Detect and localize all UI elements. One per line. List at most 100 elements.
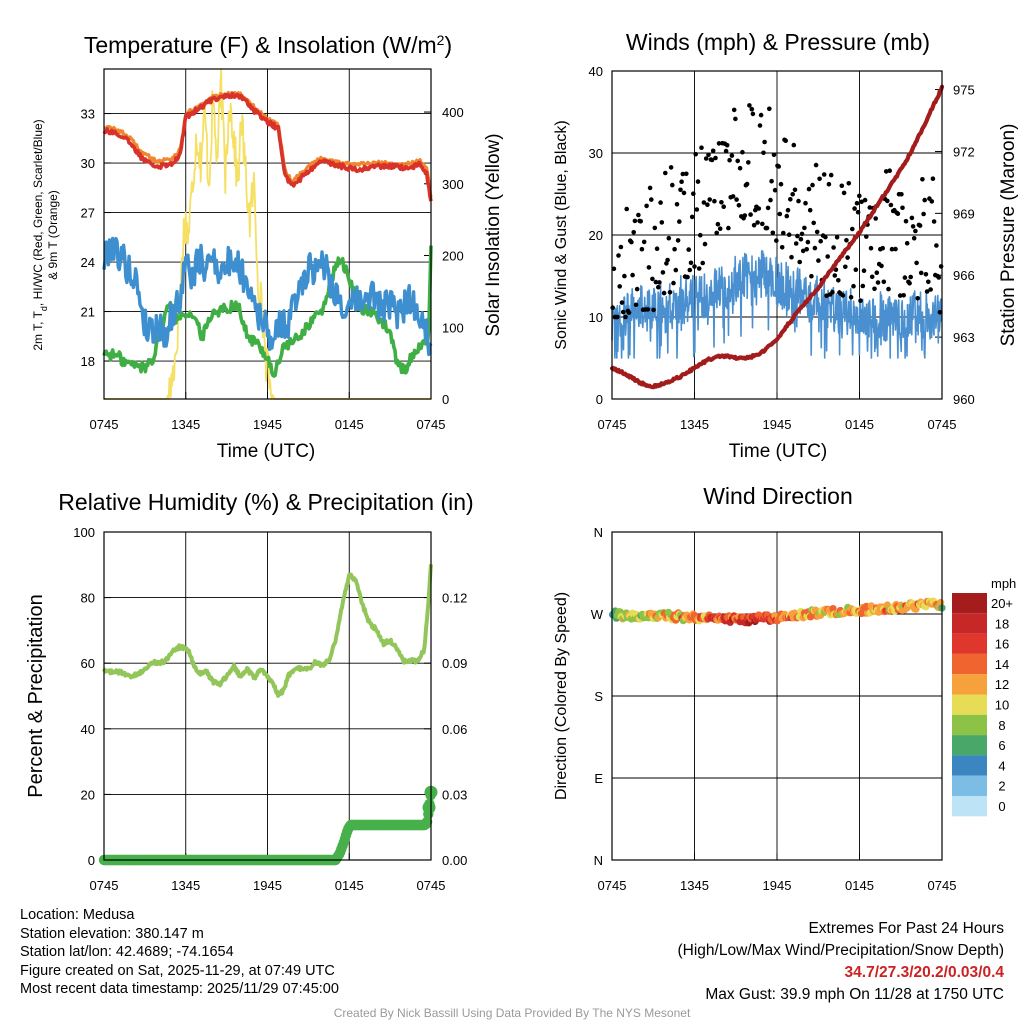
gust-point: [911, 236, 917, 241]
gust-point: [904, 241, 910, 246]
gust-point: [861, 268, 867, 274]
gust-point: [872, 286, 877, 292]
x-tick-label: 1345: [680, 417, 709, 432]
gust-point: [850, 226, 855, 232]
winds-plot-frame: [611, 70, 943, 400]
legend-swatch: [952, 653, 987, 675]
gust-point: [714, 230, 719, 236]
extremes-title: Extremes For Past 24 Hours: [808, 920, 1004, 937]
gust-point: [657, 280, 662, 285]
gust-point: [726, 225, 731, 231]
gust-point: [868, 245, 874, 251]
gust-point: [828, 172, 834, 178]
gust-point: [879, 263, 884, 269]
x-tick-label: 0145: [335, 417, 364, 432]
gust-point: [760, 221, 765, 227]
y-tick-label: 0: [88, 853, 95, 868]
extremes-values: 34.7/27.3/20.2/0.03/0.4: [844, 964, 1004, 981]
extremes-legend: (High/Low/Max Wind/Precipitation/Snow De…: [677, 942, 1005, 959]
x-tick-label: 1945: [253, 878, 282, 893]
gust-point: [623, 314, 628, 320]
gust-point: [632, 218, 638, 224]
gust-point: [860, 283, 866, 289]
y-tick-label: S: [594, 689, 603, 704]
legend-label: 4: [998, 758, 1005, 773]
gust-point: [823, 234, 828, 240]
gust-point: [724, 142, 730, 148]
gust-point: [734, 197, 739, 202]
gust-point: [688, 260, 694, 266]
gust-point: [931, 219, 937, 224]
gust-point: [689, 214, 695, 220]
pressure-y-ticks: 960 963 966 969 972 975: [935, 83, 975, 407]
gust-point: [653, 279, 659, 285]
gust-point: [675, 238, 681, 243]
gust-point: [901, 293, 906, 298]
svg-text:2m T, Td, HI/WC (Red, Green, S: 2m T, Td, HI/WC (Red, Green, Scarlet/Blu…: [31, 119, 49, 350]
gust-point: [631, 230, 636, 235]
gust-point: [639, 246, 645, 252]
gust-point: [737, 165, 743, 171]
gust-point: [678, 187, 683, 193]
x-tick-label: 1345: [171, 878, 200, 893]
y-tick-label: 100: [73, 525, 95, 540]
humidity-plot-frame: [103, 531, 432, 861]
gust-point: [658, 200, 663, 205]
x-tick-label: 0745: [928, 417, 957, 432]
temperature-ylabel: 2m T, Td, HI/WC (Red, Green, Scarlet/Blu…: [31, 119, 60, 350]
gust-point: [864, 234, 869, 239]
gust-point: [936, 275, 942, 280]
gust-point: [848, 294, 854, 300]
legend-swatch: [952, 593, 987, 614]
gust-point: [817, 176, 822, 182]
gust-point: [918, 270, 924, 276]
legend-label: 6: [998, 738, 1005, 753]
humidity-y-ticks: 0 20 40 60 80 100: [73, 525, 111, 868]
gust-point: [930, 176, 936, 181]
gust-point: [744, 181, 750, 187]
humidity-title: Relative Humidity (%) & Precipitation (i…: [58, 489, 473, 515]
gust-point: [668, 165, 674, 170]
y-tick-label: 30: [589, 146, 603, 161]
gust-point: [709, 157, 715, 163]
insolation-ylabel: Solar Insolation (Yellow): [483, 133, 504, 336]
gust-point: [611, 266, 617, 272]
temperature-title: Temperature (F) & Insolation (W/m2): [84, 32, 452, 58]
gust-point: [778, 181, 784, 187]
y-tick-label: 80: [81, 591, 95, 606]
x-tick-label: 0745: [90, 878, 119, 893]
y2-tick-label: 0: [442, 392, 449, 407]
gust-point: [772, 187, 778, 193]
gust-point: [874, 270, 880, 276]
winds-series: [609, 84, 945, 390]
temperature-plot-frame: [103, 68, 432, 400]
gust-point: [727, 157, 732, 163]
gust-point: [695, 179, 701, 184]
wind-direction-title: Wind Direction: [703, 483, 853, 509]
gust-point: [790, 192, 795, 197]
gust-point: [803, 200, 808, 206]
y-tick-label: W: [591, 607, 604, 622]
legend-swatch: [952, 775, 987, 796]
y-tick-label: 0: [596, 392, 603, 407]
gust-point: [650, 276, 655, 282]
gust-point: [693, 151, 698, 157]
gust-point: [771, 152, 777, 158]
y-tick-label: 40: [589, 64, 603, 79]
gust-point: [713, 155, 718, 161]
gust-point: [824, 293, 829, 299]
humidity-panel: Relative Humidity (%) & Precipitation (i…: [25, 489, 474, 893]
gust-point: [700, 260, 705, 266]
x-tick-label: 0745: [417, 417, 446, 432]
figure-created: Figure created on Sat, 2025-11-29, at 07…: [20, 962, 335, 979]
gust-point: [903, 218, 909, 224]
gust-point: [887, 168, 892, 173]
x-tick-label: 1945: [763, 417, 792, 432]
y2-tick-label: 100: [442, 320, 464, 335]
gust-point: [670, 182, 675, 188]
gust-point: [855, 209, 861, 215]
x-tick-label: 1345: [680, 878, 709, 893]
gust-point: [746, 160, 751, 165]
wind-direction-grid: [612, 532, 942, 860]
recent-timestamp: Most recent data timestamp: 2025/11/29 0…: [20, 981, 339, 997]
